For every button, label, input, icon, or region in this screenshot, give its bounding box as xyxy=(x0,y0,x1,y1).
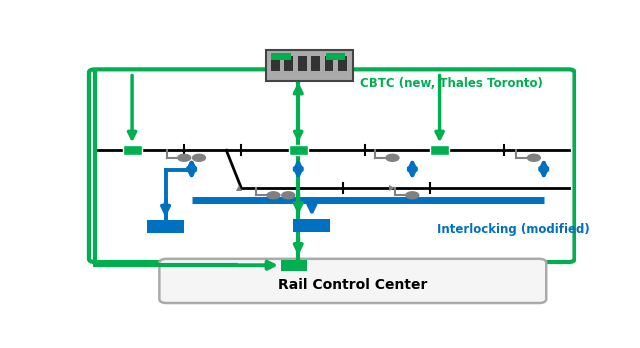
Bar xyxy=(298,56,307,71)
Bar xyxy=(123,145,141,155)
FancyBboxPatch shape xyxy=(159,259,547,303)
Circle shape xyxy=(178,154,191,161)
Bar xyxy=(326,53,346,60)
FancyBboxPatch shape xyxy=(266,50,353,81)
Bar xyxy=(289,145,308,155)
Circle shape xyxy=(406,192,419,199)
Bar xyxy=(147,220,184,234)
Bar xyxy=(311,56,320,71)
Circle shape xyxy=(527,154,540,161)
Bar xyxy=(271,53,291,60)
Bar xyxy=(284,56,293,71)
Circle shape xyxy=(386,154,399,161)
Bar xyxy=(281,260,307,271)
Text: Rail Control Center: Rail Control Center xyxy=(278,278,428,292)
Circle shape xyxy=(193,154,205,161)
Bar xyxy=(271,56,280,71)
Bar xyxy=(338,56,347,71)
Circle shape xyxy=(267,192,280,199)
Circle shape xyxy=(282,192,294,199)
Text: Train supervision (new): Train supervision (new) xyxy=(312,259,468,272)
Bar xyxy=(293,219,330,232)
Text: CBTC (new, Thales Toronto): CBTC (new, Thales Toronto) xyxy=(360,77,543,90)
Bar xyxy=(430,145,449,155)
Bar xyxy=(324,56,333,71)
Text: Interlocking (modified): Interlocking (modified) xyxy=(437,223,590,236)
